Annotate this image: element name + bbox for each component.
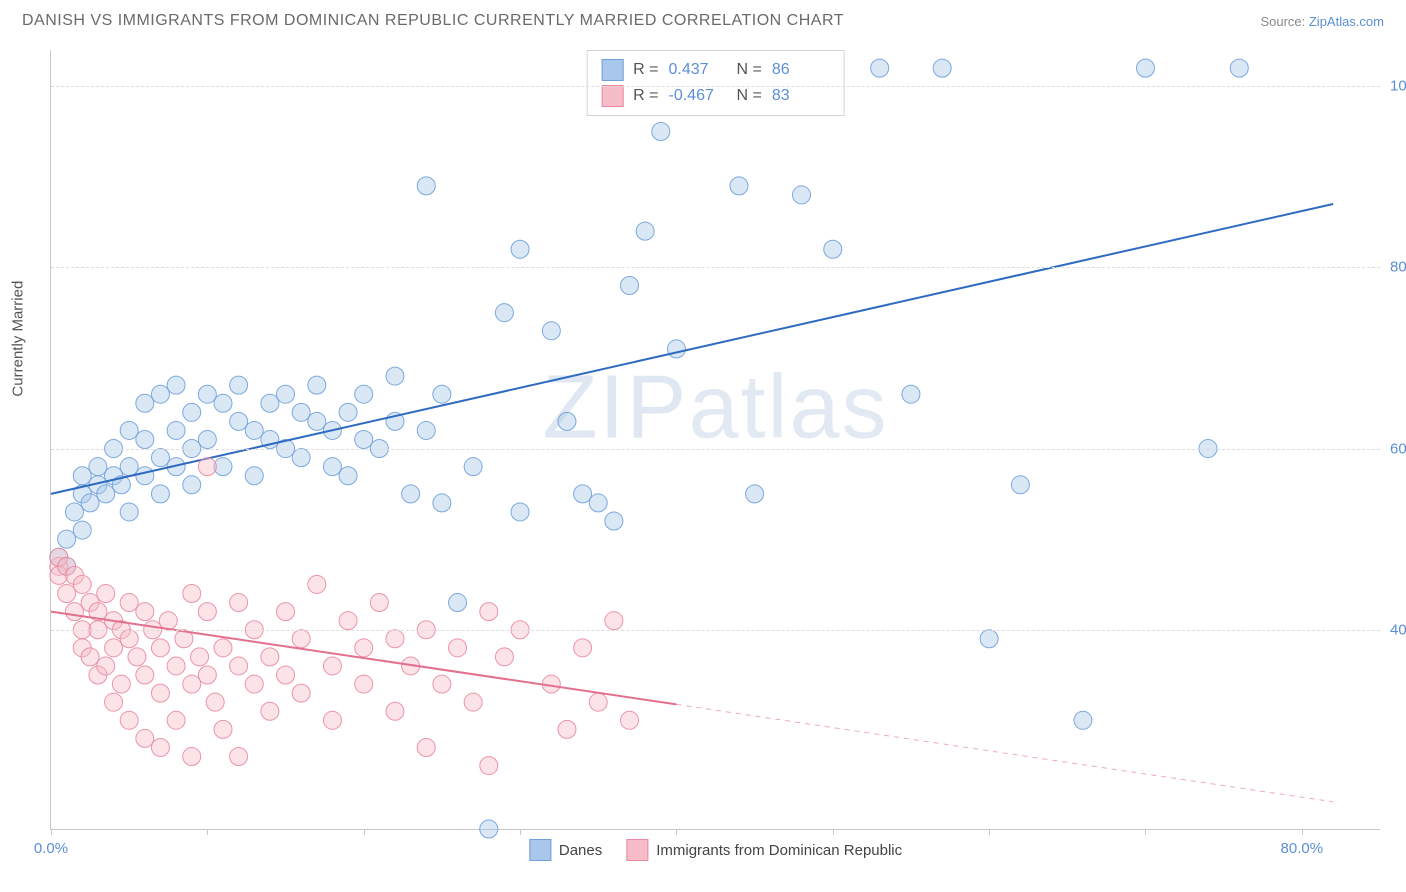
x-tick-mark [1302, 829, 1303, 835]
legend-row: R = 0.437 N = 86 [601, 57, 830, 83]
r-value: -0.467 [669, 87, 727, 105]
legend-swatch [601, 59, 623, 81]
n-value: 86 [772, 61, 830, 79]
x-tick-mark [833, 829, 834, 835]
r-label: R = [633, 61, 658, 79]
correlation-legend: R = 0.437 N = 86 R = -0.467 N = 83 [586, 50, 845, 116]
legend-label: Immigrants from Dominican Republic [656, 842, 902, 859]
x-tick-mark [520, 829, 521, 835]
source-attribution: Source: ZipAtlas.com [1260, 14, 1384, 29]
gridline [51, 267, 1380, 268]
gridline [51, 630, 1380, 631]
plot-svg [51, 50, 1380, 829]
legend-item: Immigrants from Dominican Republic [626, 839, 902, 861]
y-tick-label: 40.0% [1390, 621, 1406, 638]
r-value: 0.437 [669, 61, 727, 79]
legend-swatch [601, 85, 623, 107]
legend-label: Danes [559, 842, 602, 859]
x-tick-mark [1145, 829, 1146, 835]
gridline [51, 449, 1380, 450]
n-label: N = [737, 61, 762, 79]
x-tick-label: 80.0% [1281, 840, 1324, 857]
x-tick-mark [51, 829, 52, 835]
gridline [51, 86, 1380, 87]
legend-item: Danes [529, 839, 602, 861]
legend-swatch [529, 839, 551, 861]
series-legend: Danes Immigrants from Dominican Republic [529, 839, 902, 861]
source-link[interactable]: ZipAtlas.com [1309, 14, 1384, 29]
chart-header: DANISH VS IMMIGRANTS FROM DOMINICAN REPU… [0, 0, 1406, 38]
y-tick-label: 100.0% [1390, 78, 1406, 95]
x-tick-mark [364, 829, 365, 835]
n-value: 83 [772, 87, 830, 105]
n-label: N = [737, 87, 762, 105]
y-tick-label: 80.0% [1390, 259, 1406, 276]
legend-swatch [626, 839, 648, 861]
chart-title: DANISH VS IMMIGRANTS FROM DOMINICAN REPU… [22, 12, 844, 30]
r-label: R = [633, 87, 658, 105]
x-tick-mark [989, 829, 990, 835]
scatter-chart: ZIPatlas R = 0.437 N = 86 R = -0.467 N =… [50, 50, 1380, 830]
x-tick-mark [676, 829, 677, 835]
source-prefix: Source: [1260, 14, 1308, 29]
y-axis-label: Currently Married [10, 281, 27, 397]
x-tick-mark [207, 829, 208, 835]
x-tick-label: 0.0% [34, 840, 68, 857]
y-tick-label: 60.0% [1390, 440, 1406, 457]
